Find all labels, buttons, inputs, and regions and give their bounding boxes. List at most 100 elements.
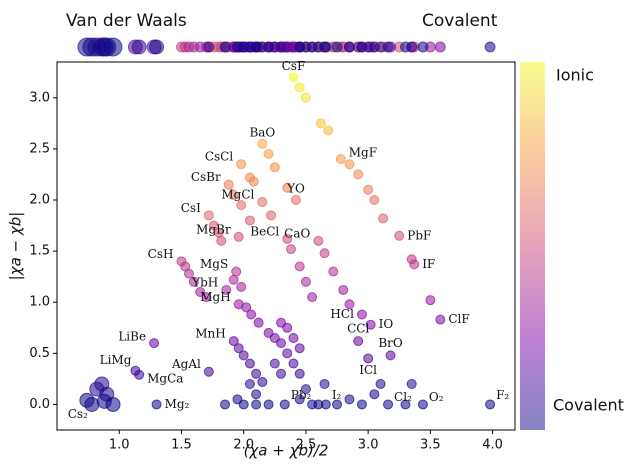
strip-point [131, 39, 147, 55]
point-label: LiMg [100, 353, 132, 367]
data-point [363, 184, 374, 195]
data-point [332, 399, 343, 410]
data-point [263, 149, 274, 159]
y-tick-label: 2.5 [29, 141, 50, 156]
data-point [244, 215, 255, 226]
data-point [294, 368, 305, 379]
data-point [220, 399, 231, 410]
point-label: Mg₂ [165, 397, 190, 411]
point-label: CsF [282, 59, 306, 73]
y-tick-label: 0.5 [29, 346, 50, 361]
data-point [276, 338, 287, 349]
data-point [369, 389, 380, 400]
point-label: LiBe [118, 330, 146, 344]
data-point [241, 302, 252, 313]
strip-point [331, 41, 343, 53]
x-tick-label: 3.0 [358, 438, 379, 453]
y-axis-label: |χa − χb| [7, 212, 25, 281]
strip-point [375, 41, 387, 53]
data-point [236, 200, 247, 211]
data-point [203, 366, 214, 377]
data-point [417, 399, 428, 410]
point-label: MnH [195, 327, 225, 341]
x-tick-label: 1.0 [109, 438, 130, 453]
data-point [288, 72, 299, 83]
x-tick-label: 3.5 [420, 438, 441, 453]
data-point [300, 92, 311, 103]
strip-point [275, 41, 287, 53]
data-point [236, 159, 247, 170]
point-label: BeCl [250, 224, 279, 238]
data-point [290, 195, 301, 205]
data-point [279, 399, 290, 410]
point-label: CsI [181, 201, 201, 215]
point-label: MgF [349, 146, 377, 160]
data-point [313, 235, 324, 246]
data-point [208, 220, 219, 231]
data-point [257, 376, 268, 387]
data-point [244, 358, 255, 369]
data-point [269, 162, 280, 173]
data-point [344, 394, 355, 405]
data-point [251, 368, 262, 379]
x-tick-label: 4.0 [482, 438, 503, 453]
y-tick-label: 2.0 [29, 193, 50, 208]
data-point [236, 281, 247, 292]
x-axis-label: (χa + χb)/2 [244, 442, 329, 460]
data-point [251, 389, 262, 400]
point-label: O₂ [429, 390, 444, 404]
strip-point [385, 41, 397, 53]
data-point [400, 399, 411, 410]
strip-point [417, 41, 429, 53]
data-point [223, 179, 234, 190]
strip-point [77, 37, 97, 57]
colorbar-label: Ionic [556, 66, 594, 85]
point-label: ClF [448, 312, 469, 326]
data-point [248, 176, 259, 187]
data-point [149, 338, 160, 349]
data-point [285, 244, 296, 255]
data-point [79, 392, 95, 408]
data-point [201, 292, 212, 303]
point-label: CsBr [191, 170, 221, 184]
data-point [228, 336, 239, 347]
data-point [134, 369, 145, 380]
data-point [409, 259, 420, 270]
data-point [425, 295, 436, 306]
data-point [238, 399, 249, 410]
point-label: Pb₂ [291, 388, 312, 402]
point-label: Cs₂ [68, 407, 88, 421]
point-label: CsH [148, 247, 174, 261]
data-point [238, 350, 249, 361]
data-point [282, 322, 293, 333]
data-point [257, 138, 268, 149]
strip-point [250, 41, 262, 53]
data-point [294, 394, 305, 405]
data-point [231, 266, 242, 277]
y-tick-label: 3.0 [29, 90, 50, 105]
point-label: CCl [347, 322, 369, 336]
strip-label: Covalent [422, 11, 498, 31]
point-label: YbH [191, 275, 218, 289]
data-point [319, 379, 330, 389]
data-point [485, 399, 496, 410]
point-label: CsCl [205, 150, 234, 164]
data-point [233, 343, 244, 354]
data-point [294, 82, 305, 93]
point-label: IF [422, 257, 435, 271]
x-tick-label: 2.0 [233, 438, 254, 453]
point-label: IO [379, 317, 394, 331]
data-point [246, 309, 257, 320]
data-point [251, 399, 262, 410]
data-point [300, 384, 311, 395]
data-point [344, 159, 355, 170]
data-point [282, 182, 293, 193]
point-label: MgH [200, 290, 230, 304]
point-label: PbF [407, 228, 431, 242]
point-label: MgBr [196, 222, 231, 236]
point-label: MgCl [221, 188, 254, 202]
point-label: AgAl [171, 357, 201, 371]
colorbar [520, 62, 545, 430]
